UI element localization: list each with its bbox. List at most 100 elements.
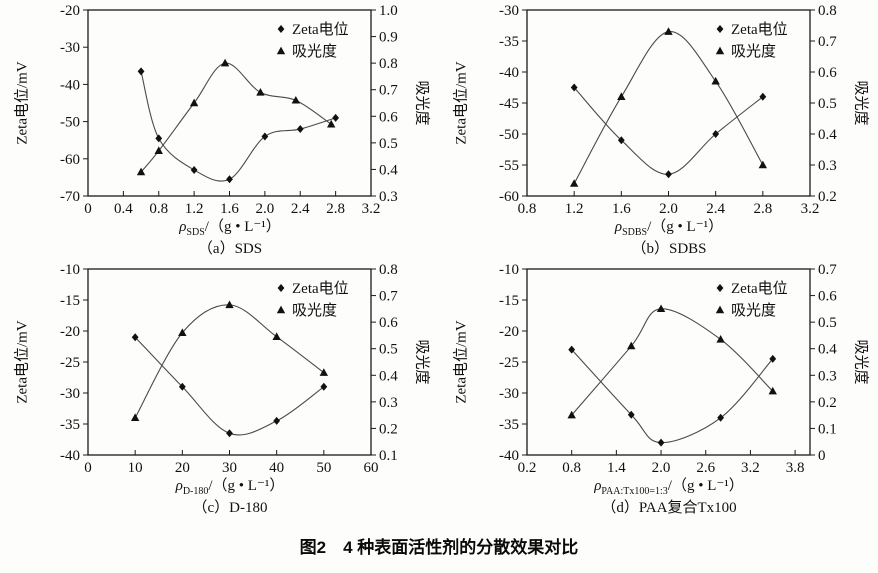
y-left-tick-label: -15: [499, 293, 519, 309]
x-tick-label: 3.2: [801, 201, 820, 214]
y-right-tick-label: 0.4: [818, 342, 837, 358]
absorbance-marker: [189, 98, 199, 107]
x-axis-label: ρSDBS/（g • L⁻¹）: [459, 215, 878, 238]
y-right-tick-label: 0.2: [379, 421, 398, 437]
subplot-caption: （a）SDS: [197, 241, 263, 257]
zeta-marker: [137, 67, 145, 76]
legend-label: 吸光度: [292, 43, 337, 60]
zeta-marker: [226, 175, 233, 184]
y-left-tick-label: -60: [60, 152, 80, 168]
x-tick-label: 0.8: [518, 201, 537, 214]
absorbance-marker-icon: [276, 46, 286, 55]
y-right-tick-label: 0.6: [818, 65, 837, 81]
absorbance-marker: [711, 76, 720, 85]
x-tick-label: 1.4: [607, 460, 626, 473]
y-left-tick-label: -30: [60, 40, 80, 56]
y-right-tick-label: 0.6: [379, 315, 398, 331]
y-axis-label-left: Zeta电位/mV: [14, 320, 31, 404]
zeta-marker: [190, 165, 198, 174]
chart-canvas-a: 0 0.4 0.8 1.2 1.6 2.0 2.4 2.8 3.2 -20 -30 -40 -50 -60…: [60, 3, 398, 214]
zeta-curve: [140, 71, 336, 182]
figure-caption: 图2 4 种表面活性剂的分散效果对比: [299, 538, 579, 557]
zeta-marker-icon: [716, 284, 724, 292]
y-right-tick-label: 0.8: [379, 56, 398, 72]
x-tick-label: 0.8: [562, 460, 581, 473]
absorbance-marker-icon: [715, 46, 725, 55]
absorbance-curve: [571, 308, 774, 416]
y-right-tick-label: 0.5: [818, 96, 837, 112]
y-right-tick-label: 1.0: [379, 3, 398, 19]
x-tick-label: 2.0: [652, 460, 671, 473]
legend-label: Zeta电位: [731, 280, 788, 297]
y-left-tick-label: -25: [60, 355, 80, 371]
x-axis-unit: /（g • L⁻¹）: [204, 219, 281, 235]
x-tick-label: 3.2: [741, 460, 760, 473]
x-tick-label: 2.4: [706, 201, 725, 214]
x-tick-label: 60: [364, 460, 379, 473]
zeta-marker: [617, 136, 625, 145]
y-left-tick-label: -50: [60, 115, 80, 131]
absorbance-marker: [716, 335, 725, 343]
zeta-marker: [665, 170, 672, 179]
x-tick-label: 0.4: [114, 201, 133, 214]
x-tick-label: 0: [84, 201, 92, 214]
legend-label: Zeta电位: [292, 280, 349, 297]
x-tick-label: 1.6: [220, 201, 239, 214]
zeta-marker: [320, 382, 328, 391]
zeta-marker-icon: [716, 25, 724, 33]
y-axis-label-right: 吸光度: [852, 339, 869, 385]
absorbance-marker: [758, 160, 768, 169]
zeta-marker: [178, 382, 186, 391]
y-right-tick-label: 0.4: [379, 162, 398, 178]
zeta-marker-icon: [277, 25, 285, 33]
y-axis-label-left: Zeta电位/mV: [14, 61, 31, 145]
x-tick-label: 2.0: [256, 201, 275, 214]
x-tick-label: 30: [222, 460, 237, 473]
zeta-marker: [570, 83, 578, 92]
y-left-tick-label: -40: [60, 77, 80, 93]
legend-label: Zeta电位: [292, 21, 349, 38]
chart-canvas-b: 0.8 1.2 1.6 2.0 2.4 2.8 3.2 -30 -35 -40 -45 -50 -55 -…: [499, 3, 837, 214]
x-tick-label: 40: [269, 460, 284, 473]
absorbance-marker: [627, 341, 636, 350]
absorbance-marker: [154, 146, 163, 155]
absorbance-marker: [664, 27, 673, 35]
x-axis-symbol: ρ: [179, 219, 187, 235]
y-left-tick-label: -25: [499, 355, 519, 371]
x-tick-label: 0.8: [149, 201, 168, 214]
absorbance-marker: [220, 58, 230, 67]
absorbance-marker: [569, 179, 579, 187]
y-right-tick-label: 0: [818, 448, 826, 464]
zeta-marker: [155, 134, 163, 143]
y-right-tick-label: 0.7: [818, 34, 837, 50]
y-left-tick-label: -40: [499, 65, 519, 81]
absorbance-marker-icon: [715, 305, 725, 314]
zeta-marker: [717, 413, 725, 422]
x-axis-symbol: ρ: [594, 478, 602, 494]
y-left-tick-label: -35: [60, 417, 80, 433]
x-tick-label: 3.8: [786, 460, 805, 473]
y-left-tick-label: -20: [499, 324, 519, 340]
chart-canvas-d: 0.2 0.8 1.4 2.0 2.6 3.2 3.8 -10 -15 -20 -25 -30 -35 -…: [499, 262, 837, 473]
x-tick-label: 2.8: [326, 201, 345, 214]
x-tick-label: 2.6: [696, 460, 715, 473]
y-left-tick-label: -50: [499, 127, 519, 143]
y-axis-label-left: Zeta电位/mV: [453, 61, 470, 145]
absorbance-curve: [140, 62, 332, 173]
absorbance-curve: [134, 304, 325, 419]
absorbance-marker: [567, 410, 576, 419]
subplot-caption: （d）PAA复合Tx100: [601, 500, 737, 516]
y-left-tick-label: -20: [60, 324, 80, 340]
x-tick-label: 50: [316, 460, 331, 473]
y-left-tick-label: -40: [60, 448, 80, 464]
subplot-c-d180: 0 10 20 30 40 50 60 -10 -15 -20 -25 -30 -35 -40 0.8 0.7…: [0, 259, 439, 517]
absorbance-marker: [256, 87, 265, 96]
y-right-tick-label: 0.5: [379, 342, 398, 358]
x-axis-subscript: SDS: [186, 227, 205, 238]
y-left-tick-label: -10: [60, 262, 80, 278]
zeta-marker: [712, 130, 720, 138]
